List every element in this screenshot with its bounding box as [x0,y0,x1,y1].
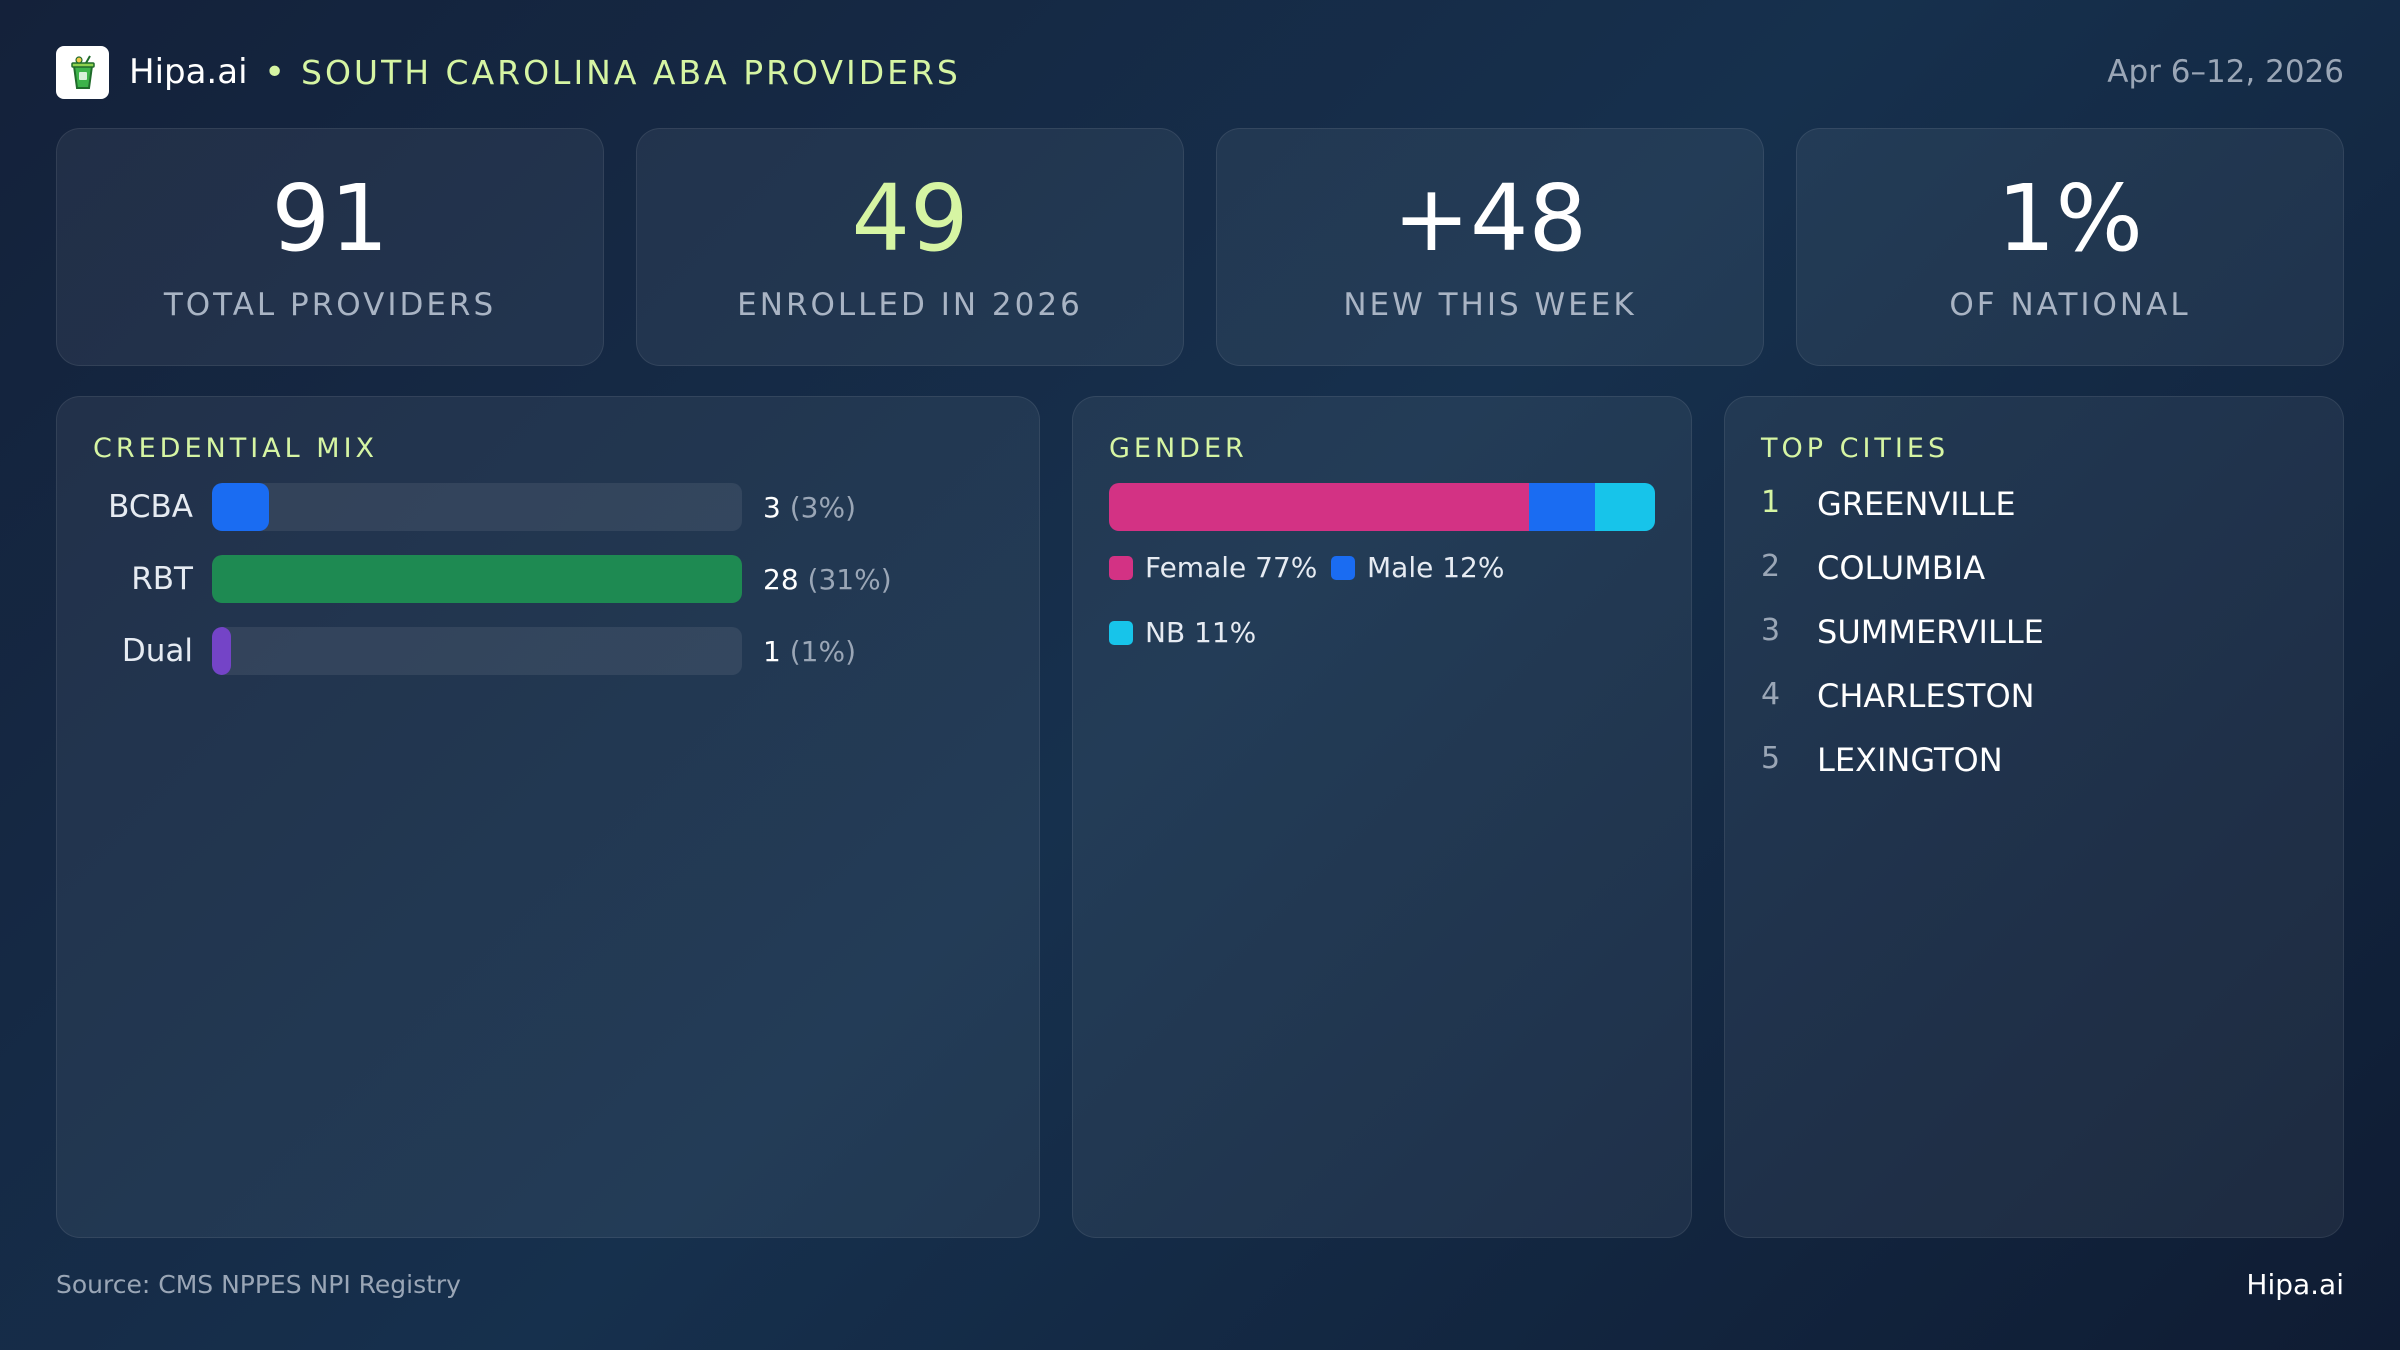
credential-row-rbt: RBT 28 (31%) [57,555,1039,603]
credential-percent: (31%) [807,563,892,596]
city-name: CHARLESTON [1817,677,2035,715]
gender-segment-nb [1594,483,1655,531]
city-rank: 3 [1761,613,1781,648]
city-rank: 5 [1761,741,1781,776]
kpi-card-enrolled: 49 ENROLLED IN 2026 [636,128,1184,366]
brand-name: Hipa.ai [129,52,248,92]
top-cities-panel: TOP CITIES 1 GREENVILLE 2 COLUMBIA 3 SUM… [1724,396,2344,1238]
kpi-value: +48 [1392,165,1588,272]
city-name: GREENVILLE [1817,485,2016,523]
credential-value: 1 (1%) [763,635,856,668]
credential-percent: (3%) [789,491,857,524]
kpi-value: 1% [1997,165,2143,272]
credential-count: 1 [763,635,781,668]
legend-item-male: Male 12% [1331,551,1504,584]
title-separator: • [264,52,286,93]
legend-swatch [1109,621,1133,645]
legend-swatch [1331,556,1355,580]
credential-label: Dual [121,633,193,669]
panel-title: CREDENTIAL MIX [93,433,379,464]
kpi-label: ENROLLED IN 2026 [737,287,1083,323]
credential-bar-fill [212,555,742,603]
kpi-label: NEW THIS WEEK [1343,287,1637,323]
kpi-card-new-this-week: +48 NEW THIS WEEK [1216,128,1764,366]
city-rank: 4 [1761,677,1781,712]
credential-count: 28 [763,563,799,596]
gender-panel: GENDER Female 77% Male 12% NB 11% [1072,396,1692,1238]
credential-label: RBT [131,561,193,597]
gender-stacked-bar [1109,483,1655,531]
kpi-value: 91 [271,165,389,272]
gender-segment-male [1529,483,1595,531]
credential-percent: (1%) [789,635,857,668]
footer-brand[interactable]: Hipa.ai [2246,1268,2344,1301]
kpi-label: TOTAL PROVIDERS [163,287,497,323]
credential-count: 3 [763,491,781,524]
date-range: Apr 6–12, 2026 [2107,54,2344,90]
legend-label: Male 12% [1367,551,1505,584]
kpi-value: 49 [851,165,969,272]
legend-item-female: Female 77% [1109,551,1317,584]
app-logo[interactable] [56,46,109,99]
city-name: SUMMERVILLE [1817,613,2044,651]
city-name: LEXINGTON [1817,741,2003,779]
city-rank: 1 [1761,485,1781,520]
panel-title: TOP CITIES [1761,433,1950,464]
cup-icon [70,55,95,89]
gender-segment-female [1109,483,1530,531]
credential-bar-fill [212,627,232,675]
credential-value: 3 (3%) [763,491,856,524]
legend-label: NB 11% [1145,616,1257,649]
credential-bar-track [212,483,742,531]
page-title: SOUTH CAROLINA ABA PROVIDERS [301,53,961,92]
kpi-card-of-national: 1% OF NATIONAL [1796,128,2344,366]
panel-title: GENDER [1109,433,1248,464]
legend-item-nb: NB 11% [1109,616,1256,649]
credential-value: 28 (31%) [763,563,892,596]
credential-bar-fill [212,483,269,531]
credential-row-bcba: BCBA 3 (3%) [57,483,1039,531]
footer-source: Source: CMS NPPES NPI Registry [56,1270,461,1299]
city-name: COLUMBIA [1817,549,1986,587]
credential-bar-track [212,627,742,675]
credential-bar-track [212,555,742,603]
kpi-card-total-providers: 91 TOTAL PROVIDERS [56,128,604,366]
credential-label: BCBA [108,489,193,525]
kpi-label: OF NATIONAL [1949,287,2191,323]
credential-row-dual: Dual 1 (1%) [57,627,1039,675]
legend-swatch [1109,556,1133,580]
header: Hipa.ai • SOUTH CAROLINA ABA PROVIDERS A… [56,46,2344,102]
city-rank: 2 [1761,549,1781,584]
legend-label: Female 77% [1145,551,1318,584]
credential-mix-panel: CREDENTIAL MIX BCBA 3 (3%) RBT 28 (31%) … [56,396,1040,1238]
